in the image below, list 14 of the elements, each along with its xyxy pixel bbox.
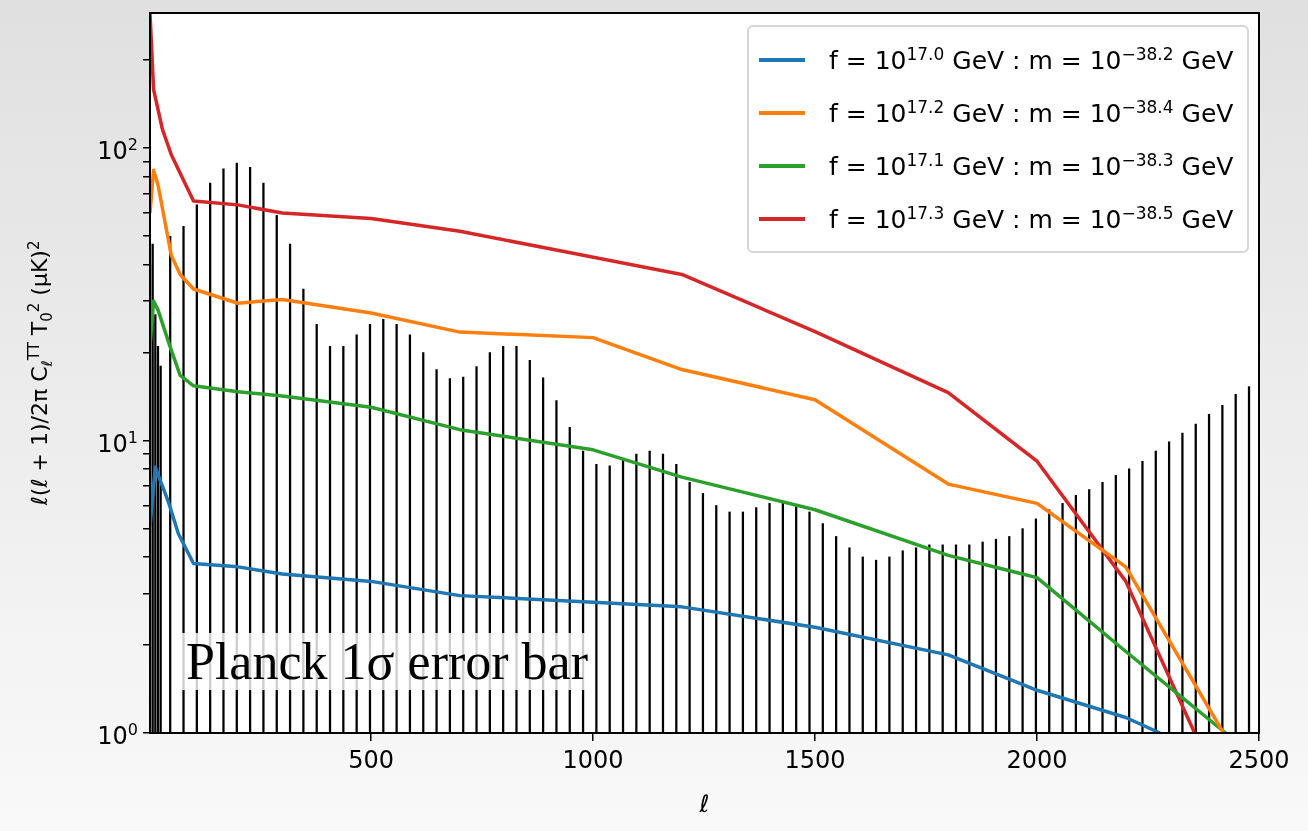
y-tick-label: 10$^{0}$ xyxy=(96,720,138,750)
legend-label: f = 10$^{17.3}$ GeV : m = 10$^{−38.5}$ GeV xyxy=(829,202,1234,235)
annotation: Planck 1σ error bar xyxy=(182,633,592,691)
x-tick-label: 2000 xyxy=(1006,745,1068,774)
legend-label: f = 10$^{17.1}$ GeV : m = 10$^{−38.3}$ GeV xyxy=(829,149,1234,182)
x-tick-label: 2500 xyxy=(1228,745,1290,774)
x-tick-label: 500 xyxy=(348,745,394,774)
y-tick-label: 10$^{1}$ xyxy=(97,427,138,458)
x-tick-label: 1500 xyxy=(784,745,846,774)
x-axis-title: ℓ xyxy=(699,790,710,818)
x-tick-label: 1000 xyxy=(562,745,624,774)
legend-label: f = 10$^{17.2}$ GeV : m = 10$^{−38.4}$ GeV xyxy=(829,96,1234,129)
y-tick-label: 10$^{2}$ xyxy=(96,135,138,166)
legend-label: f = 10$^{17.0}$ GeV : m = 10$^{−38.2}$ GeV xyxy=(829,43,1234,76)
